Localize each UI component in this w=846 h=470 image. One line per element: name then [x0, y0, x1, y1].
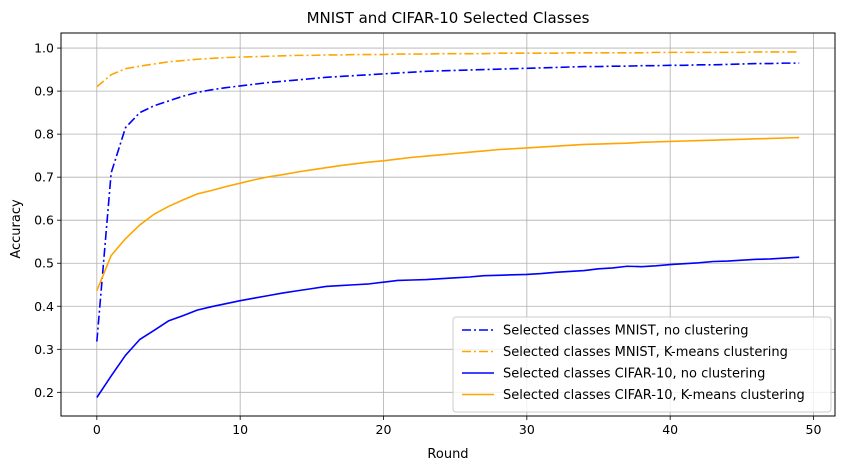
grid-lines	[61, 33, 835, 416]
y-tick-label: 0.4	[34, 299, 54, 314]
legend-label: Selected classes CIFAR-10, no clustering	[503, 367, 765, 382]
legend-label: Selected classes CIFAR-10, K-means clust…	[503, 388, 805, 403]
series-line-1	[96, 62, 800, 342]
series-line-3	[96, 256, 800, 398]
y-tick-label: 0.5	[34, 256, 54, 271]
y-axis-ticks: 0.2 0.3 0.4 0.5 0.6 0.7 0.8 0.9 1.0	[34, 41, 61, 400]
x-tick-label: 10	[232, 422, 248, 437]
x-tick-label: 50	[806, 422, 822, 437]
x-tick-label: 30	[519, 422, 535, 437]
series-line-4	[96, 136, 800, 292]
plot-area-frame	[60, 32, 836, 417]
x-tick-label: 40	[662, 422, 678, 437]
y-axis-title: Accuracy	[9, 199, 24, 259]
x-axis-title: Round	[427, 447, 468, 462]
x-axis-ticks: 0 10 20 30 40 50	[93, 416, 822, 437]
series-line-2	[96, 51, 800, 88]
y-tick-label: 0.7	[34, 170, 54, 185]
y-tick-label: 0.8	[34, 127, 54, 142]
y-tick-label: 1.0	[34, 41, 54, 56]
y-tick-label: 0.6	[34, 213, 54, 228]
legend-label: Selected classes MNIST, no clustering	[503, 324, 749, 339]
legend-label: Selected classes MNIST, K-means clusteri…	[503, 345, 788, 360]
series-layer	[96, 51, 800, 398]
y-tick-label: 0.3	[34, 342, 54, 357]
y-tick-label: 0.2	[34, 385, 54, 400]
x-tick-label: 20	[376, 422, 392, 437]
legend: Selected classes MNIST, no clustering Sel…	[452, 316, 832, 413]
x-tick-label: 0	[93, 422, 101, 437]
chart-title: MNIST and CIFAR-10 Selected Classes	[307, 9, 590, 27]
legend-box	[452, 316, 832, 413]
y-tick-label: 0.9	[34, 84, 54, 99]
